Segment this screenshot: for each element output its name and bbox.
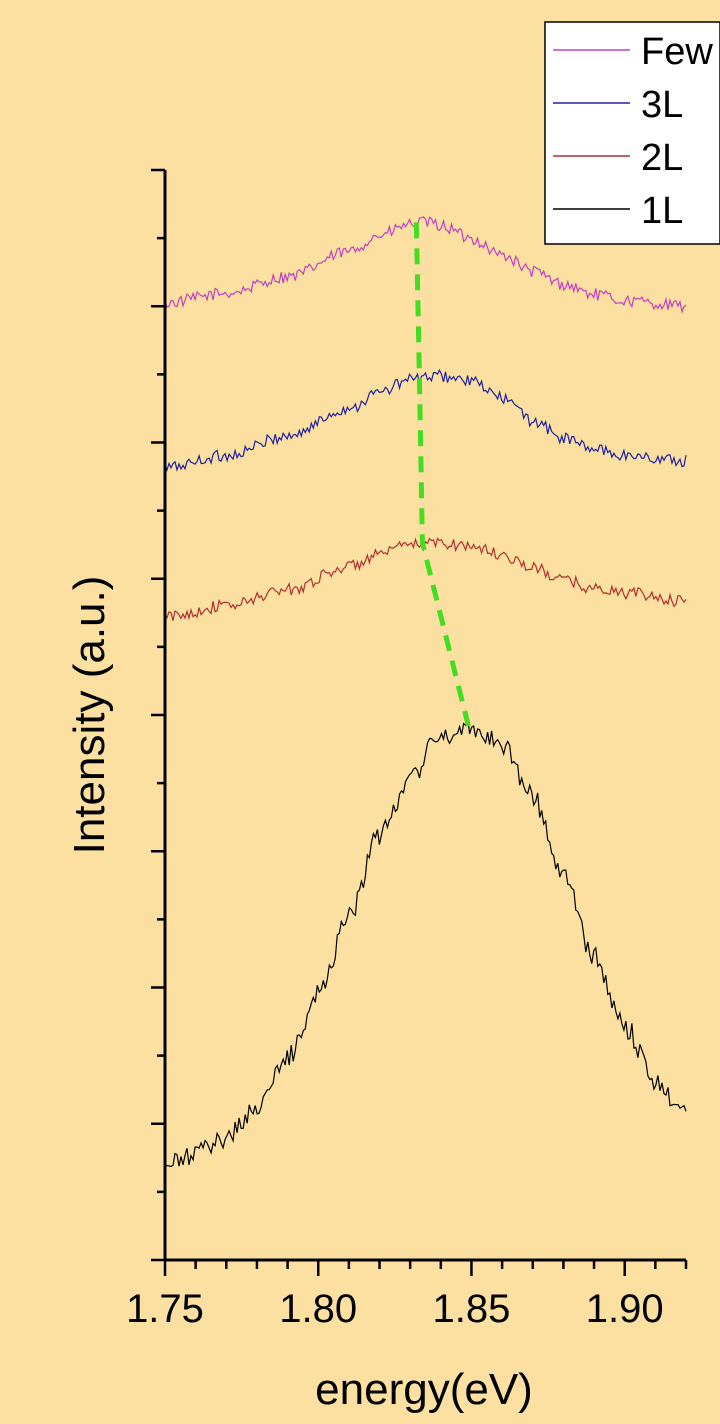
curves-layer xyxy=(164,216,687,1168)
peak-shift-dashed-line xyxy=(413,222,471,727)
x-tick-label: 1.75 xyxy=(126,1287,204,1331)
y-axis-title: Intensity (a.u.) xyxy=(65,576,114,855)
series-line-few xyxy=(164,216,687,314)
legend: Few 3L 2L 1L xyxy=(544,21,720,245)
x-tick-label: 1.80 xyxy=(279,1287,357,1331)
series-line-3l xyxy=(164,368,687,473)
x-axis-title: energy(eV) xyxy=(315,1365,533,1414)
annotation-layer xyxy=(413,222,471,727)
x-tick-label: 1.90 xyxy=(586,1287,664,1331)
x-tick-label: 1.85 xyxy=(433,1287,511,1331)
legend-label-1l: 1L xyxy=(641,190,683,232)
legend-box xyxy=(544,21,720,245)
legend-label-3l: 3L xyxy=(641,84,683,126)
legend-label-2l: 2L xyxy=(641,137,683,179)
axes-layer: 1.75 1.80 1.85 1.90 xyxy=(126,168,688,1331)
series-line-1l xyxy=(164,716,687,1168)
series-line-2l xyxy=(164,537,687,621)
legend-label-few: Few xyxy=(641,31,713,73)
